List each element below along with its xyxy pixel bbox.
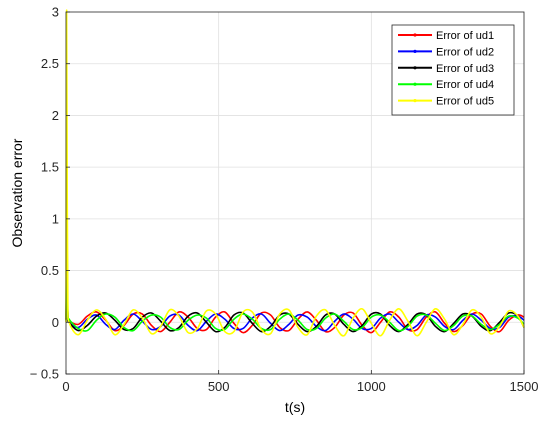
series-line-5 (65, 9, 525, 337)
y-tick-label: − 0.5 (30, 367, 59, 382)
series-group (65, 9, 525, 337)
y-tick-label: 0 (52, 315, 59, 330)
legend-marker-4 (413, 82, 417, 86)
series-line-4 (65, 238, 525, 332)
x-tick-label: 500 (208, 379, 230, 394)
legend-label-1: Error of ud1 (436, 30, 494, 42)
y-tick-label: 2 (52, 108, 59, 123)
legend-label-2: Error of ud2 (436, 46, 494, 58)
x-tick-label: 0 (62, 379, 69, 394)
y-tick-label: 1 (52, 211, 59, 226)
legend-marker-3 (413, 66, 417, 70)
legend-marker-2 (413, 49, 417, 54)
y-tick-label: 3 (52, 5, 59, 20)
x-tick-label: 1500 (510, 379, 539, 394)
y-tick-label: 1.5 (41, 160, 59, 175)
legend-label-4: Error of ud4 (436, 79, 494, 91)
series-line-2 (65, 269, 525, 332)
x-tick-label: 1000 (357, 379, 386, 394)
legend: Error of ud1 Error of ud2 Error of ud3 Erro… (391, 24, 515, 116)
legend-label-3: Error of ud3 (436, 63, 494, 75)
y-axis-title: Observation error (9, 138, 25, 247)
legend-marker-1 (413, 33, 417, 37)
y-tick-label: 2.5 (41, 56, 59, 71)
x-axis-title: t(s) (285, 399, 305, 415)
legend-marker-5 (413, 99, 417, 103)
ticks: 0 500 1000 1500− 0.500.511.522.53 (30, 5, 539, 395)
legend-label-5: Error of ud5 (436, 96, 494, 108)
y-tick-label: 0.5 (41, 263, 59, 278)
plot-frame (65, 11, 525, 375)
